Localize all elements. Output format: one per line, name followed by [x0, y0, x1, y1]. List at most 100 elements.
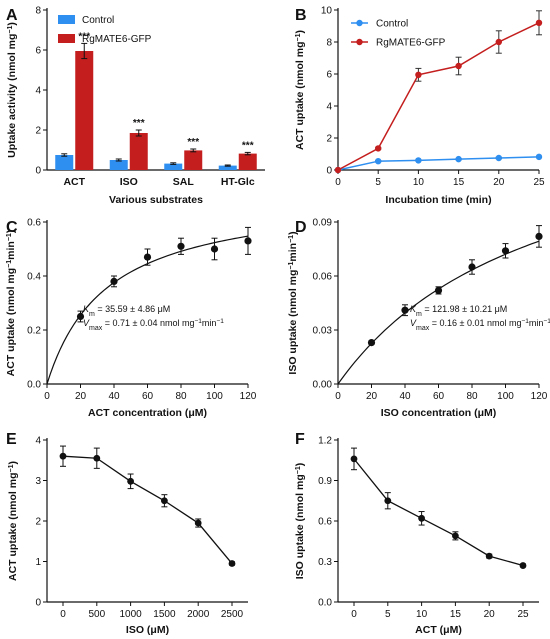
- legend-marker-B: [356, 19, 363, 27]
- y-tick-label-A: 8: [35, 6, 41, 17]
- x-axis-title-C: ACT concentration (μM): [88, 407, 207, 419]
- vmax-annotation-D: Vmax = 0.16 ± 0.01 nmol mg−1min−1: [410, 318, 550, 332]
- y-tick-label-F: 0.9: [318, 476, 332, 487]
- data-point-C: [177, 242, 185, 250]
- data-point-F: [418, 514, 425, 522]
- data-point-control: [495, 154, 502, 162]
- data-point-D: [535, 232, 543, 240]
- x-tick-label-E: 500: [88, 609, 105, 620]
- significance-marker-A: ***: [133, 118, 145, 129]
- y-axis-title-F: ISO uptake (nmol mg−1): [294, 463, 306, 580]
- data-point-F: [452, 532, 459, 540]
- x-tick-label-D: 60: [433, 391, 445, 402]
- x-tick-label-F: 10: [416, 609, 428, 620]
- legend-label-B: Control: [376, 19, 408, 30]
- panel-label-E: E: [6, 431, 17, 448]
- data-point-F: [519, 562, 527, 569]
- x-tick-label-C: 80: [175, 391, 187, 402]
- data-point-C: [76, 312, 85, 321]
- bar-rgmate6-gfp: [238, 153, 257, 170]
- y-tick-label-A: 4: [35, 86, 41, 97]
- data-point-C: [110, 277, 118, 285]
- y-tick-label-A: 2: [35, 126, 41, 137]
- bar-control: [218, 165, 237, 170]
- bar-control: [164, 163, 183, 170]
- x-tick-label-C: 0: [44, 391, 50, 402]
- y-tick-label-B: 10: [321, 6, 333, 17]
- y-tick-label-E: 4: [35, 436, 41, 447]
- data-point-control: [415, 157, 422, 164]
- x-tick-label-A: HT-Glc: [221, 176, 255, 188]
- series-line-F: [353, 458, 524, 567]
- y-tick-label-F: 0.6: [318, 517, 332, 528]
- x-axis-title-D: ISO concentration (μM): [381, 407, 497, 419]
- y-tick-label-E: 1: [35, 557, 41, 568]
- panel-label-D: D: [295, 219, 307, 236]
- data-point-control: [375, 158, 382, 165]
- x-tick-label-E: 1000: [119, 609, 142, 620]
- data-point-rgmate6-gfp: [334, 166, 342, 174]
- y-axis-title-E: ACT uptake (nmol mg−1): [7, 461, 19, 581]
- x-tick-label-F: 15: [450, 609, 462, 620]
- x-tick-label-C: 100: [206, 391, 223, 402]
- x-tick-label-D: 80: [466, 391, 478, 402]
- data-point-rgmate6-gfp: [495, 38, 502, 46]
- data-point-D: [501, 247, 510, 255]
- y-tick-label-C: 0.6: [27, 218, 41, 229]
- legend-swatch-A: [58, 34, 75, 43]
- series-line-E: [62, 455, 233, 564]
- x-tick-label-B: 0: [335, 177, 341, 188]
- legend-label-A: RgMATE6-GFP: [82, 34, 152, 45]
- bar-control: [55, 155, 74, 170]
- x-tick-label-F: 25: [517, 609, 529, 620]
- y-tick-label-F: 1.2: [318, 436, 332, 447]
- y-tick-label-D: 0.06: [313, 272, 333, 283]
- series-line-rgmate6-gfp: [337, 22, 540, 171]
- x-tick-label-E: 2000: [187, 609, 210, 620]
- data-point-control: [535, 153, 543, 161]
- y-tick-label-B: 6: [326, 70, 332, 81]
- panel-label-B: B: [295, 7, 307, 24]
- significance-marker-A: ***: [242, 140, 254, 151]
- x-tick-label-F: 20: [484, 609, 496, 620]
- x-tick-label-D: 120: [531, 391, 548, 402]
- x-tick-label-A: SAL: [173, 176, 195, 188]
- y-tick-label-E: 0: [35, 598, 41, 609]
- legend-label-B: RgMATE6-GFP: [376, 38, 446, 49]
- x-axis-title-E: ISO (μM): [126, 624, 169, 636]
- data-point-E: [161, 497, 168, 505]
- data-point-F: [485, 552, 493, 560]
- bar-rgmate6-gfp: [184, 150, 203, 170]
- x-tick-label-C: 120: [240, 391, 257, 402]
- y-axis-title-B: ACT uptake (nmol mg−1): [294, 30, 306, 150]
- legend-swatch-A: [58, 15, 75, 24]
- y-tick-label-B: 8: [326, 38, 332, 49]
- data-point-rgmate6-gfp: [375, 145, 382, 152]
- y-axis-title-A: Uptake activity (nmol mg−1): [6, 22, 18, 158]
- significance-marker-A: ***: [187, 137, 199, 148]
- x-tick-label-B: 25: [533, 177, 545, 188]
- data-point-E: [194, 519, 202, 527]
- x-axis-title-B: Incubation time (min): [385, 194, 491, 206]
- y-tick-label-A: 6: [35, 46, 41, 57]
- legend-label-A: Control: [82, 15, 114, 26]
- km-annotation-D: Km = 121.98 ± 10.21 μM: [410, 304, 507, 318]
- data-point-rgmate6-gfp: [455, 62, 462, 70]
- data-point-control: [455, 155, 462, 163]
- data-point-E: [127, 477, 134, 485]
- vmax-annotation-C: Vmax = 0.71 ± 0.04 nmol mg−1min−1: [83, 318, 224, 332]
- data-point-rgmate6-gfp: [535, 19, 543, 26]
- x-tick-label-E: 0: [60, 609, 66, 620]
- km-annotation-C: Km = 35.59 ± 4.86 μM: [83, 304, 170, 318]
- y-tick-label-C: 0.2: [27, 326, 41, 337]
- x-tick-label-A: ACT: [63, 176, 85, 188]
- significance-marker-A: ***: [78, 31, 90, 42]
- x-tick-label-B: 10: [413, 177, 425, 188]
- x-tick-label-E: 1500: [153, 609, 176, 620]
- y-tick-label-B: 0: [326, 166, 332, 177]
- y-tick-label-D: 0.03: [313, 326, 333, 337]
- y-tick-label-D: 0.00: [313, 380, 333, 391]
- x-tick-label-D: 0: [335, 391, 341, 402]
- y-tick-label-F: 0.0: [318, 598, 332, 609]
- data-point-E: [59, 452, 67, 460]
